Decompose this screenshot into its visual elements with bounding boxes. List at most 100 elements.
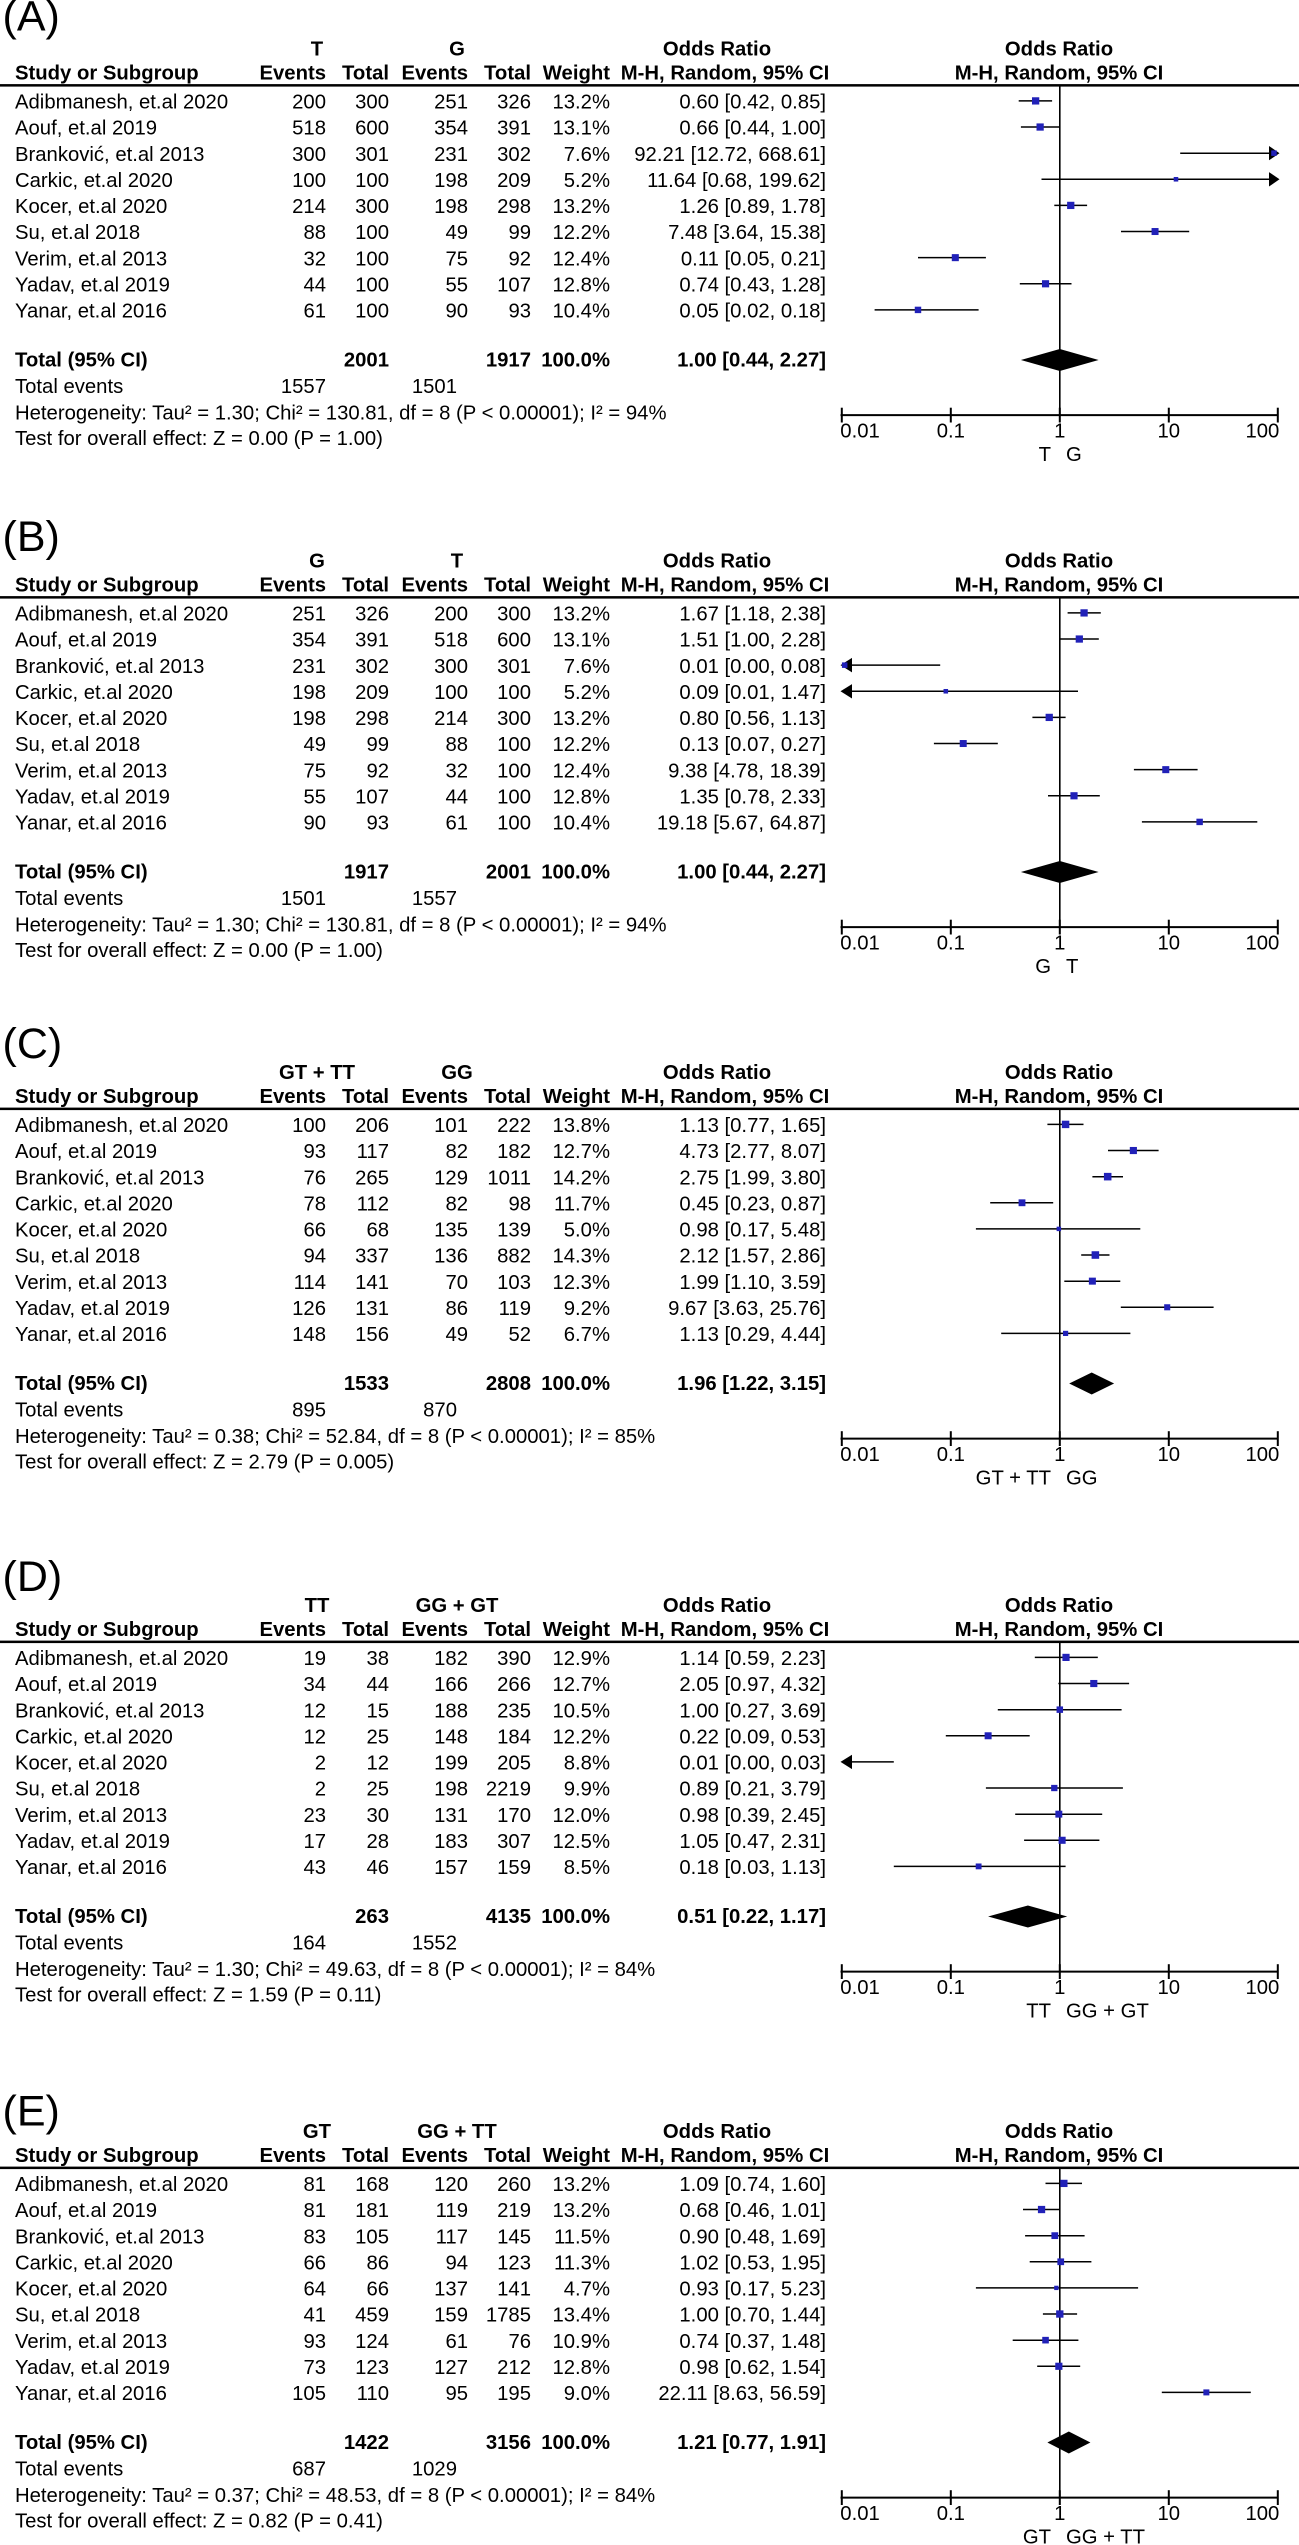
svg-text:25: 25 [366, 1779, 389, 1801]
svg-text:32: 32 [445, 760, 468, 782]
svg-text:81: 81 [303, 2200, 326, 2222]
svg-text:Total: Total [484, 2145, 531, 2167]
svg-text:1422: 1422 [344, 2432, 389, 2454]
svg-text:Su, et.al 2018: Su, et.al 2018 [15, 734, 140, 756]
svg-text:12: 12 [303, 1727, 326, 1749]
svg-text:0.80 [0.56, 1.13]: 0.80 [0.56, 1.13] [679, 708, 826, 730]
svg-text:Su, et.al 2018: Su, et.al 2018 [15, 1246, 140, 1268]
svg-text:41: 41 [303, 2305, 326, 2327]
svg-text:10: 10 [1158, 1444, 1181, 1466]
svg-text:Yanar, et.al 2016: Yanar, et.al 2016 [15, 813, 167, 835]
svg-text:19: 19 [303, 1648, 326, 1670]
svg-text:98: 98 [508, 1194, 531, 1216]
svg-text:(B): (B) [3, 513, 60, 561]
svg-text:209: 209 [355, 682, 389, 704]
svg-text:1.00 [0.44, 2.27]: 1.00 [0.44, 2.27] [677, 862, 826, 884]
svg-text:Verim, et.al 2013: Verim, et.al 2013 [15, 760, 167, 782]
svg-text:Adibmanesh, et.al 2020: Adibmanesh, et.al 2020 [15, 604, 228, 626]
svg-text:61: 61 [445, 813, 468, 835]
svg-text:260: 260 [497, 2174, 531, 2196]
svg-text:214: 214 [292, 196, 326, 218]
svg-text:23: 23 [303, 1805, 326, 1827]
svg-text:124: 124 [355, 2331, 389, 2353]
svg-text:95: 95 [445, 2383, 468, 2405]
svg-text:100: 100 [355, 170, 389, 192]
svg-text:Heterogeneity: Tau² = 1.30; Ch: Heterogeneity: Tau² = 1.30; Chi² = 130.8… [15, 915, 666, 937]
svg-text:(E): (E) [3, 2087, 60, 2135]
svg-text:T: T [451, 550, 464, 572]
svg-text:Total: Total [342, 1619, 389, 1641]
svg-text:13.8%: 13.8% [552, 1115, 610, 1137]
svg-text:Events: Events [401, 1619, 468, 1641]
svg-text:188: 188 [434, 1700, 468, 1722]
svg-text:12.8%: 12.8% [552, 2357, 610, 2379]
svg-text:1: 1 [1054, 933, 1065, 955]
svg-text:4.73 [2.77, 8.07]: 4.73 [2.77, 8.07] [679, 1141, 826, 1163]
svg-text:Branković, et.al 2013: Branković, et.al 2013 [15, 1700, 204, 1722]
svg-text:13.2%: 13.2% [552, 92, 610, 114]
svg-text:0.01: 0.01 [840, 1444, 879, 1466]
svg-text:Kocer, et.al 2020: Kocer, et.al 2020 [15, 708, 167, 730]
svg-text:13.2%: 13.2% [552, 196, 610, 218]
svg-text:76: 76 [303, 1167, 326, 1189]
svg-text:M-H, Random, 95% CI: M-H, Random, 95% CI [621, 1619, 829, 1641]
svg-text:Events: Events [401, 62, 468, 84]
svg-text:32: 32 [303, 248, 326, 270]
svg-text:0.05 [0.02, 0.18]: 0.05 [0.02, 0.18] [679, 301, 826, 323]
svg-text:Verim, et.al 2013: Verim, et.al 2013 [15, 248, 167, 270]
svg-text:Kocer, et.al 2020: Kocer, et.al 2020 [15, 2279, 167, 2301]
svg-text:Verim, et.al 2013: Verim, et.al 2013 [15, 1805, 167, 1827]
svg-text:Su, et.al 2018: Su, et.al 2018 [15, 222, 140, 244]
svg-text:112: 112 [357, 1194, 389, 1216]
svg-text:1533: 1533 [344, 1373, 389, 1395]
svg-text:251: 251 [292, 604, 326, 626]
svg-text:209: 209 [497, 170, 531, 192]
svg-text:0.1: 0.1 [937, 2503, 965, 2525]
svg-text:6.7%: 6.7% [564, 1324, 610, 1346]
svg-text:1785: 1785 [486, 2305, 531, 2327]
svg-text:Study or Subgroup: Study or Subgroup [15, 2145, 199, 2167]
svg-text:Test for overall effect: Z = 0: Test for overall effect: Z = 0.00 (P = 1… [15, 940, 383, 962]
svg-text:3156: 3156 [486, 2432, 531, 2454]
svg-text:0.01: 0.01 [840, 421, 879, 443]
svg-text:12.3%: 12.3% [552, 1272, 610, 1294]
svg-text:M-H, Random, 95% CI: M-H, Random, 95% CI [955, 1086, 1163, 1108]
svg-text:Weight: Weight [543, 574, 610, 596]
svg-text:GT + TT: GT + TT [279, 1062, 356, 1084]
svg-text:100: 100 [355, 275, 389, 297]
svg-text:183: 183 [434, 1831, 468, 1853]
svg-text:GG: GG [441, 1062, 473, 1084]
svg-text:198: 198 [292, 682, 326, 704]
svg-text:83: 83 [303, 2226, 326, 2248]
svg-text:100.0%: 100.0% [541, 1373, 610, 1395]
svg-text:0.98 [0.62, 1.54]: 0.98 [0.62, 1.54] [679, 2357, 826, 2379]
svg-text:301: 301 [355, 144, 389, 166]
svg-text:11.7%: 11.7% [554, 1194, 610, 1216]
svg-text:Odds Ratio: Odds Ratio [663, 1595, 771, 1617]
svg-text:300: 300 [497, 708, 531, 730]
svg-text:Verim, et.al 2013: Verim, et.al 2013 [15, 1272, 167, 1294]
svg-text:86: 86 [445, 1298, 468, 1320]
svg-text:Aouf, et.al 2019: Aouf, et.al 2019 [15, 1141, 157, 1163]
svg-text:12.0%: 12.0% [552, 1805, 610, 1827]
svg-text:107: 107 [355, 787, 389, 809]
svg-text:1.00 [0.27, 3.69]: 1.00 [0.27, 3.69] [679, 1700, 826, 1722]
svg-text:Branković, et.al 2013: Branković, et.al 2013 [15, 144, 204, 166]
svg-text:90: 90 [445, 301, 468, 323]
svg-text:2: 2 [315, 1753, 326, 1775]
svg-text:TT: TT [1026, 2001, 1051, 2023]
svg-text:235: 235 [497, 1700, 531, 1722]
svg-text:52: 52 [508, 1324, 531, 1346]
svg-text:119: 119 [499, 1298, 531, 1320]
svg-text:93: 93 [508, 301, 531, 323]
svg-text:Total: Total [484, 1619, 531, 1641]
svg-text:9.9%: 9.9% [564, 1779, 610, 1801]
svg-text:0.01: 0.01 [840, 1977, 879, 1999]
svg-text:159: 159 [497, 1857, 531, 1879]
svg-text:Events: Events [401, 2145, 468, 2167]
svg-text:390: 390 [497, 1648, 531, 1670]
svg-text:T: T [1039, 444, 1051, 466]
svg-text:182: 182 [497, 1141, 531, 1163]
svg-text:12: 12 [366, 1753, 389, 1775]
svg-text:46: 46 [366, 1857, 389, 1879]
